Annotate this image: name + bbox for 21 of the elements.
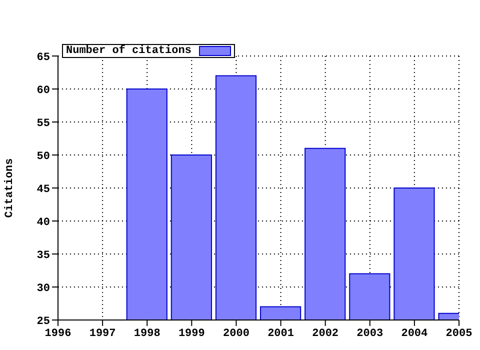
y-tick-label: 60 — [36, 84, 50, 97]
y-tick-label: 65 — [36, 52, 50, 64]
y-tick-label: 55 — [36, 118, 50, 130]
y-tick-label: 40 — [36, 216, 50, 229]
y-tick-label: 50 — [36, 150, 50, 163]
y-tick-label: 45 — [36, 184, 50, 196]
legend-label: Number of citations — [66, 45, 192, 57]
x-tick-label: 2005 — [446, 328, 473, 340]
x-tick-label: 2002 — [312, 328, 339, 340]
y-axis-title: Citations — [4, 158, 16, 218]
x-tick-label: 1998 — [134, 328, 161, 340]
x-tick-label: 2000 — [223, 328, 250, 340]
x-tick-label: 2003 — [356, 328, 384, 340]
y-tick-label: 25 — [36, 316, 50, 328]
x-tick-label: 1997 — [89, 328, 116, 340]
x-tick-label: 2004 — [401, 328, 428, 340]
y-tick-label: 35 — [36, 250, 50, 262]
x-tick-label: 2001 — [268, 328, 294, 340]
y-tick-label: 30 — [36, 282, 50, 295]
x-tick-label: 1996 — [44, 328, 72, 340]
x-tick-label: 1999 — [178, 328, 205, 340]
